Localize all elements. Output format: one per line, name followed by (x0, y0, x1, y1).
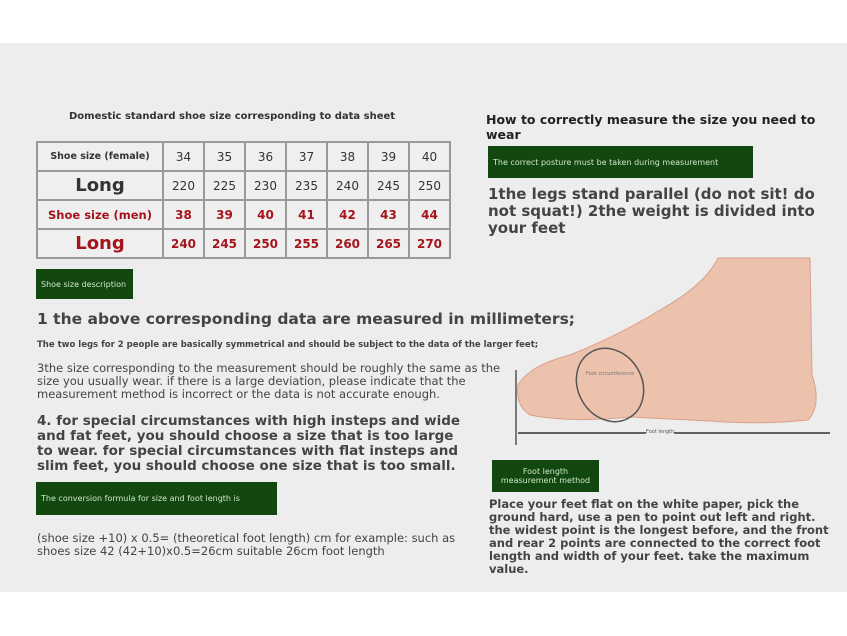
foot-illustration (515, 257, 830, 445)
table-title: Domestic standard shoe size correspondin… (69, 111, 396, 122)
cell: 38 (326, 141, 369, 172)
cell: 39 (367, 141, 410, 172)
cell: 265 (367, 228, 410, 259)
table-row: Shoe size (men) 38 39 40 41 42 43 44 (36, 199, 451, 230)
cell: 235 (285, 170, 328, 201)
foot-shape (517, 257, 817, 424)
cell: 240 (162, 228, 205, 259)
cell: 220 (162, 170, 205, 201)
cell: 40 (244, 199, 287, 230)
cell: 43 (367, 199, 410, 230)
cell: 39 (203, 199, 246, 230)
table-row: Long 240 245 250 255 260 265 270 (36, 228, 451, 259)
method-text: Place your feet flat on the white paper,… (489, 497, 829, 576)
cell: 44 (408, 199, 451, 230)
row-label: Shoe size (female) (36, 141, 164, 172)
cell: 270 (408, 228, 451, 259)
paragraph-4: 4. for special circumstances with high i… (37, 413, 461, 474)
foot-circumference-label: Foot circumference (586, 371, 635, 377)
shoe-size-description-badge: Shoe size description (36, 269, 133, 299)
cell: 37 (285, 141, 328, 172)
conversion-formula-badge: The conversion formula for size and foot… (36, 482, 277, 515)
cell: 41 (285, 199, 328, 230)
cell: 225 (203, 170, 246, 201)
table-row: Shoe size (female) 34 35 36 37 38 39 40 (36, 141, 451, 172)
cell: 34 (162, 141, 205, 172)
cell: 36 (244, 141, 287, 172)
row-label: Shoe size (men) (36, 199, 164, 230)
method-badge: Foot length measurement method (492, 460, 599, 492)
cell: 255 (285, 228, 328, 259)
conversion-formula: (shoe size +10) x 0.5= (theoretical foot… (37, 531, 456, 558)
table-row: Long 220 225 230 235 240 245 250 (36, 170, 451, 201)
cell: 245 (203, 228, 246, 259)
circumference-loop (575, 347, 645, 423)
cell: 40 (408, 141, 451, 172)
posture-badge: The correct posture must be taken during… (488, 146, 753, 178)
measure-title: How to correctly measure the size you ne… (486, 112, 816, 142)
row-label: Long (36, 170, 164, 201)
cell: 250 (408, 170, 451, 201)
row-label: Long (36, 228, 164, 259)
cell: 245 (367, 170, 410, 201)
paragraph-2: The two legs for 2 people are basically … (37, 340, 539, 350)
cell: 260 (326, 228, 369, 259)
paragraph-3: 3the size corresponding to the measureme… (37, 361, 501, 401)
cell: 42 (326, 199, 369, 230)
cell: 250 (244, 228, 287, 259)
cell: 35 (203, 141, 246, 172)
size-table: Shoe size (female) 34 35 36 37 38 39 40 Long 2… (36, 141, 451, 259)
cell: 230 (244, 170, 287, 201)
posture-text: 1the legs stand parallel (do not sit! do… (488, 185, 815, 237)
cell: 240 (326, 170, 369, 201)
cell: 38 (162, 199, 205, 230)
paragraph-1: 1 the above corresponding data are measu… (37, 310, 575, 328)
foot-length-label: Foot length (646, 429, 675, 435)
